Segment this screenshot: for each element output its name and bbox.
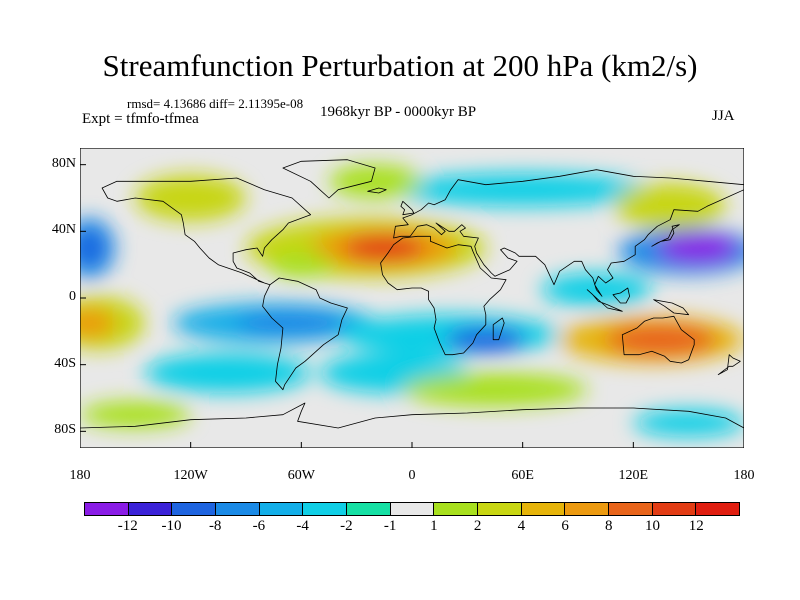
lon-tick-label: 0: [408, 468, 416, 483]
contour-region: [657, 233, 739, 263]
colorbar-label: 8: [605, 518, 613, 534]
contour-region: [80, 401, 191, 428]
contour-region: [80, 231, 104, 265]
newguinea-coast: [653, 299, 690, 316]
contour-region: [135, 174, 246, 222]
colorbar-swatch: [85, 503, 129, 515]
contour-region: [144, 353, 311, 393]
colorbar-label: -12: [117, 518, 138, 534]
colorbar-swatch: [128, 503, 173, 515]
lat-tick-label: 40N: [51, 222, 76, 238]
colorbar-label: 12: [688, 518, 704, 534]
colorbar-swatch: [216, 503, 260, 515]
lat-tick-label: 40S: [54, 355, 76, 371]
map-plot: [80, 148, 744, 448]
lon-tick-label: 60W: [287, 468, 315, 483]
colorbar-swatch: [303, 503, 348, 515]
indonesia-coast: [586, 289, 623, 312]
australia-coast: [621, 315, 695, 364]
contour-region: [268, 251, 335, 278]
contour-region: [445, 326, 527, 353]
contour-region: [236, 309, 348, 337]
colorbar-swatch: [259, 503, 304, 515]
africa-coast: [380, 235, 507, 356]
colorbar-label: -1: [383, 518, 397, 534]
colorbar-label: 2: [473, 518, 482, 534]
lat-tick-label: 80S: [54, 422, 76, 438]
colorbar: [84, 502, 740, 516]
japan-coast: [651, 224, 680, 247]
uk-coast: [400, 200, 415, 216]
colorbar-label: -6: [252, 518, 266, 534]
chart-title: Streamfunction Perturbation at 200 hPa (…: [102, 48, 698, 83]
newzealand-coast: [717, 354, 741, 376]
antarctica-coast: [80, 402, 744, 429]
greenland-coast: [282, 159, 376, 199]
lon-tick-label: 180: [69, 468, 91, 483]
madagascar-coast: [492, 317, 505, 341]
colorbar-label: -8: [208, 518, 222, 534]
contour-region: [343, 234, 425, 262]
colorbar-label: 1: [430, 518, 438, 534]
colorbar-swatch: [478, 503, 522, 515]
lat-tick-label: 0: [69, 289, 76, 304]
contour-region: [80, 308, 116, 338]
north-america-coast: [101, 177, 312, 286]
iceland-coast: [367, 187, 387, 194]
colorbar-label: -4: [296, 518, 309, 534]
contour-region: [633, 409, 744, 437]
borneo-coast: [612, 287, 630, 304]
lon-tick-label: 60E: [511, 468, 534, 483]
colorbar-swatch: [347, 503, 391, 515]
colorbar-swatch: [434, 503, 479, 515]
colorbar-label: -2: [340, 518, 353, 534]
lon-tick-label: 120W: [173, 468, 208, 483]
contour-region: [329, 164, 422, 198]
colorbar-swatch: [696, 503, 740, 515]
colorbar-label: 4: [517, 518, 526, 534]
colorbar-swatch: [652, 503, 697, 515]
europe-asia-coast: [393, 169, 744, 297]
period-label: 1968kyr BP - 0000kyr BP: [320, 104, 477, 120]
lon-tick-label: 180: [733, 468, 755, 483]
colorbar-label: 6: [561, 518, 569, 534]
colorbar-label: 10: [645, 518, 661, 534]
experiment-label: Expt = tfmfo-tfmea: [82, 111, 199, 127]
colorbar-swatch: [521, 503, 566, 515]
colorbar-swatch: [565, 503, 610, 515]
colorbar-swatch: [172, 503, 217, 515]
stats-text: rmsd= 4.13686 diff= 2.11395e-08: [127, 96, 304, 111]
contour-region: [393, 173, 652, 207]
contour-region: [605, 323, 717, 357]
south-america-coast: [262, 277, 348, 391]
colorbar-swatch: [390, 503, 435, 515]
colorbar-swatch: [609, 503, 653, 515]
colorbar-label: -10: [161, 518, 182, 534]
contour-region: [614, 183, 726, 230]
season-label: JJA: [712, 108, 735, 124]
lon-tick-label: 120E: [618, 468, 649, 483]
contour-region: [402, 373, 588, 407]
lat-tick-label: 80N: [51, 155, 76, 171]
